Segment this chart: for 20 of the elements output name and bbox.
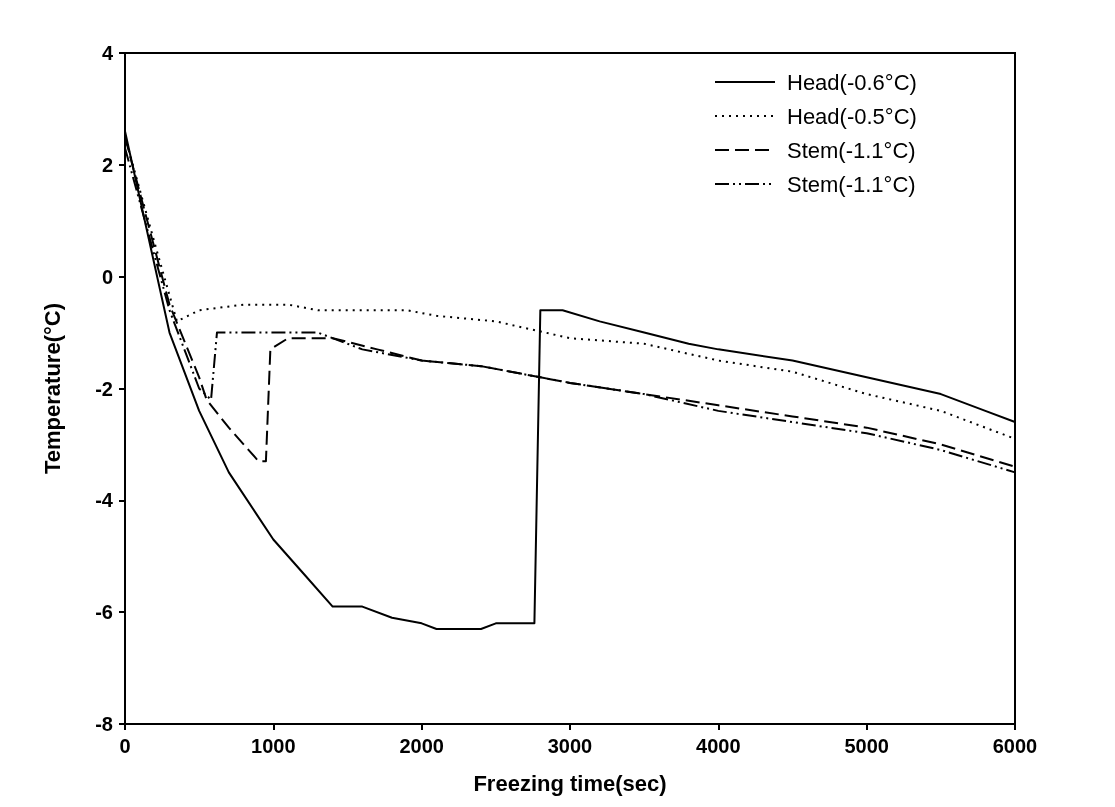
y-axis-title: Temperature(°C): [39, 303, 65, 474]
y-tick-label: 4: [101, 42, 114, 64]
y-tick-label: 2: [101, 153, 113, 176]
x-tick-label: 4000: [696, 735, 741, 757]
legend-label: Head(-0.6°C): [787, 69, 917, 95]
y-tick-label: -8: [95, 713, 113, 735]
x-tick-label: 6000: [992, 735, 1038, 757]
x-axis-title: Freezing time(sec): [473, 770, 667, 796]
legend-label: Stem(-1.1°C): [787, 171, 916, 197]
x-tick-label: 1000: [251, 735, 296, 757]
y-tick-label: -2: [95, 377, 113, 400]
legend-label: Head(-0.5°C): [787, 103, 917, 129]
legend-label: Stem(-1.1°C): [787, 137, 916, 163]
x-tick-label: 5000: [844, 735, 889, 757]
x-tick-label: 2000: [399, 735, 444, 757]
x-tick-label: 0: [119, 735, 131, 757]
x-tick-label: 3000: [547, 735, 593, 757]
y-tick-label: 0: [101, 265, 113, 288]
y-tick-label: -6: [95, 601, 113, 624]
y-tick-label: -4: [95, 489, 114, 512]
